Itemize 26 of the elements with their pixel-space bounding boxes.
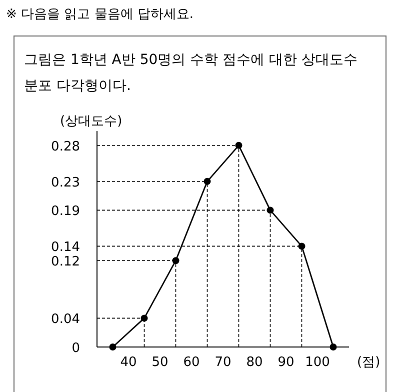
y-axis-title: (상대도수) <box>60 114 122 129</box>
y-tick-label: 0.12 <box>51 254 80 270</box>
x-tick-label: 60 <box>183 355 200 370</box>
point <box>235 142 242 149</box>
point <box>204 178 211 185</box>
x-axis-title: (점) <box>357 355 380 370</box>
x-tick-label: 80 <box>246 355 263 370</box>
point <box>298 242 306 250</box>
point <box>109 344 116 350</box>
y-tick-label: 0.04 <box>51 312 80 328</box>
y-tick-label: 0.28 <box>51 139 80 154</box>
point <box>266 206 274 214</box>
chart-subtitle: 그림은 1학년 A반 50명의 수학 점수에 대한 상대도수 분포 다각형이다. <box>24 52 358 94</box>
chart-title: ※ 다음을 읽고 물음에 답하세요. <box>6 7 194 22</box>
x-tick-label: 100 <box>305 355 330 370</box>
x-tick-label: 40 <box>120 355 137 370</box>
y-tick-label: 0.19 <box>51 204 80 220</box>
x-tick-label: 90 <box>278 355 294 370</box>
point <box>172 257 180 264</box>
point <box>140 314 148 322</box>
y-tick-label: 0 <box>72 341 80 356</box>
y-tick-label: 0.14 <box>51 240 80 256</box>
x-tick-label: 50 <box>152 355 168 370</box>
x-tick-label: 70 <box>214 355 232 370</box>
point <box>330 344 337 350</box>
y-tick-label: 0.23 <box>51 175 80 190</box>
